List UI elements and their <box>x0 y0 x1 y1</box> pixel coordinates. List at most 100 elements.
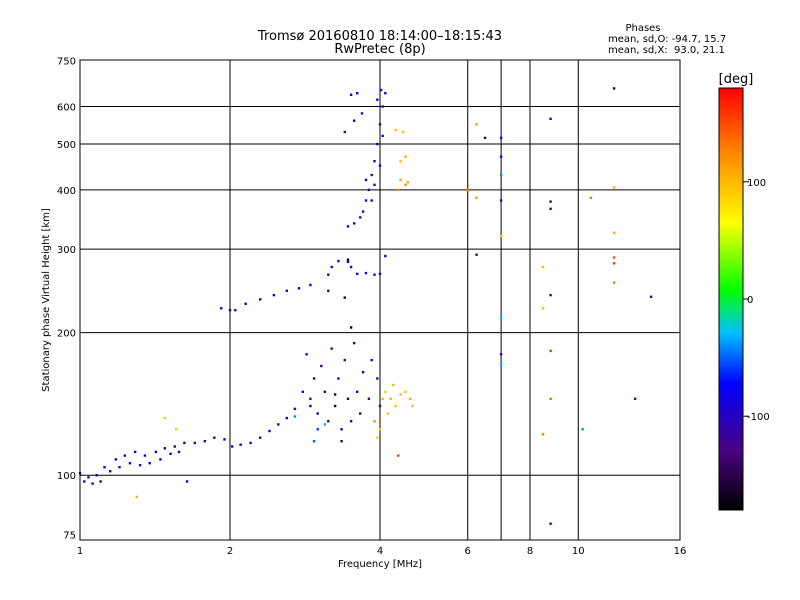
y-tick-label: 400 <box>57 186 76 197</box>
data-point <box>397 188 400 192</box>
data-point <box>91 482 94 485</box>
data-point <box>223 438 226 441</box>
data-point <box>499 136 503 140</box>
data-point <box>649 295 653 298</box>
data-point <box>394 128 397 132</box>
data-point <box>135 495 138 499</box>
data-point <box>401 130 405 134</box>
data-point <box>163 416 166 420</box>
data-point <box>541 433 545 436</box>
data-point <box>346 225 350 228</box>
data-point <box>373 273 376 276</box>
data-point <box>404 390 407 393</box>
data-point <box>499 155 503 158</box>
data-point <box>297 287 301 290</box>
data-point <box>373 183 376 186</box>
data-point <box>391 383 395 387</box>
data-point <box>397 454 400 457</box>
data-point <box>361 371 365 374</box>
data-point <box>384 92 387 95</box>
data-point <box>203 440 206 443</box>
data-point <box>343 358 346 362</box>
data-point <box>378 123 382 126</box>
data-point <box>549 349 552 353</box>
data-point <box>83 480 86 483</box>
data-point <box>114 458 117 461</box>
data-point <box>612 231 616 234</box>
data-point <box>337 259 340 263</box>
data-point <box>340 440 343 443</box>
data-point <box>309 397 312 400</box>
data-point <box>360 112 364 115</box>
data-points <box>78 87 653 525</box>
data-point <box>277 423 280 426</box>
data-point <box>376 142 379 146</box>
data-point <box>409 397 412 400</box>
data-point <box>356 92 359 95</box>
data-point <box>249 441 252 445</box>
data-point <box>411 404 414 408</box>
data-point <box>612 281 616 284</box>
y-tick-label: 750 <box>57 57 76 68</box>
data-point <box>389 397 392 400</box>
data-point <box>541 265 545 269</box>
data-point <box>499 316 503 319</box>
data-point <box>364 199 368 202</box>
data-point <box>378 272 382 276</box>
y-tick-label: 300 <box>57 245 76 256</box>
data-point <box>541 307 545 310</box>
data-point <box>293 407 297 411</box>
data-point <box>399 160 402 163</box>
x-axis: 1 2 4 6 8 10 16 <box>77 546 687 557</box>
data-point <box>123 454 126 457</box>
colorbar-tick-label: 100 <box>747 178 766 189</box>
data-point <box>376 98 379 101</box>
stats-line-o: mean, sd,O: -94.7, 15.7 <box>608 34 726 45</box>
data-point <box>384 390 387 393</box>
x-tick-label: 4 <box>377 546 383 557</box>
data-point <box>244 302 247 305</box>
data-point <box>373 420 376 423</box>
data-point <box>404 183 407 186</box>
data-point <box>133 450 137 454</box>
x-tick-label: 8 <box>527 546 533 557</box>
data-point <box>353 119 356 122</box>
data-point <box>177 450 181 454</box>
data-point <box>340 428 343 431</box>
data-point <box>378 428 382 431</box>
data-point <box>466 188 469 192</box>
data-point <box>220 307 223 310</box>
data-point <box>109 470 112 473</box>
data-point <box>475 196 478 199</box>
data-point <box>327 289 330 292</box>
data-point <box>301 390 304 393</box>
data-point <box>272 293 276 297</box>
data-point <box>353 341 356 345</box>
data-point <box>163 447 166 450</box>
chart-subtitle: RwPretec (8p) <box>334 42 425 57</box>
data-point <box>330 347 333 350</box>
data-point <box>323 390 326 393</box>
x-tick-label: 6 <box>465 546 471 557</box>
data-point <box>183 441 186 445</box>
chart-title: Tromsø 20160810 18:14:00–18:15:43 <box>257 29 502 44</box>
y-axis-label: Stationary phase Virtual Height [km] <box>41 208 52 392</box>
data-point <box>349 93 353 96</box>
data-point <box>499 173 503 177</box>
data-point <box>370 358 373 362</box>
colorbar-label: [deg] <box>719 72 754 87</box>
data-point <box>475 253 478 256</box>
data-point <box>361 210 365 213</box>
data-point <box>268 429 271 433</box>
data-point <box>378 164 382 167</box>
data-point <box>95 474 98 477</box>
data-point <box>118 466 121 469</box>
data-point <box>612 87 616 90</box>
data-point <box>330 265 333 269</box>
data-point <box>581 428 584 431</box>
data-point <box>349 326 353 329</box>
data-point <box>346 258 350 261</box>
data-point <box>367 188 371 192</box>
stats-line-x: mean, sd,X: 93.0, 21.1 <box>608 45 725 56</box>
